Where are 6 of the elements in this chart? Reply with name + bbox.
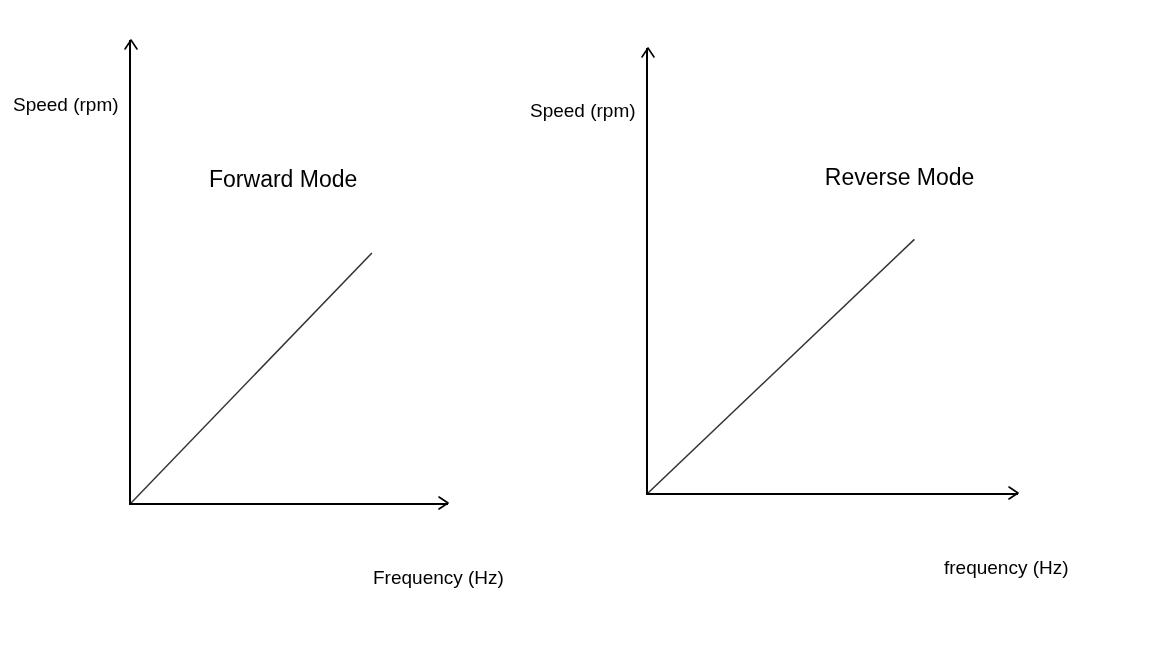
x-axis-title: Frequency (Hz) [373,567,504,588]
x-axis-title: frequency (Hz) [944,557,1069,578]
y-axis-title: Speed (rpm) [530,100,636,121]
y-axis-title: Speed (rpm) [13,94,119,115]
chart-title: Reverse Mode [824,164,975,191]
chart-title: Forward Mode [209,165,358,192]
